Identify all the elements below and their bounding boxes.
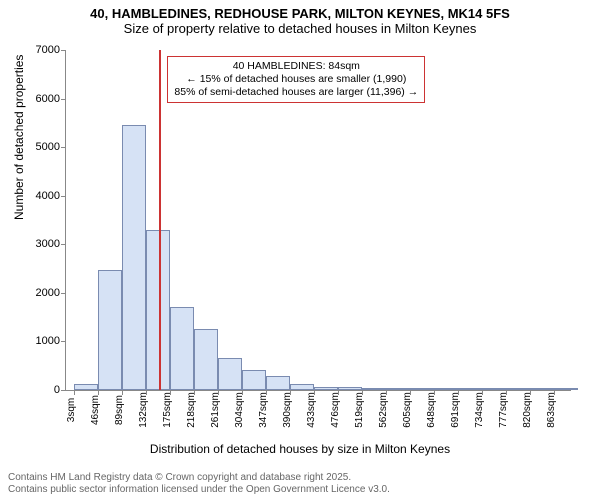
- histogram-bar: [170, 307, 194, 390]
- property-marker-line: [159, 50, 161, 390]
- histogram-bar: [290, 384, 314, 390]
- y-tick-mark: [61, 293, 66, 294]
- y-tick-mark: [61, 99, 66, 100]
- x-tick-label: 46sqm: [90, 395, 101, 425]
- x-tick-label: 648sqm: [426, 392, 437, 428]
- annotation-box: 40 HAMBLEDINES: 84sqm← 15% of detached h…: [167, 56, 425, 103]
- histogram-bar: [74, 384, 98, 390]
- annotation-line: 85% of semi-detached houses are larger (…: [174, 86, 418, 99]
- footer-line-1: Contains HM Land Registry data © Crown c…: [8, 472, 390, 484]
- x-tick-label: 304sqm: [234, 392, 245, 428]
- histogram-bar: [314, 387, 338, 390]
- x-axis-label: Distribution of detached houses by size …: [0, 442, 600, 456]
- x-tick-label: 476sqm: [330, 392, 341, 428]
- histogram-bar: [434, 388, 458, 390]
- histogram-bar: [458, 388, 482, 390]
- annotation-line: ← 15% of detached houses are smaller (1,…: [174, 73, 418, 86]
- x-tick-label: 777sqm: [498, 392, 509, 428]
- y-tick-mark: [61, 390, 66, 391]
- x-tick-label: 691sqm: [450, 392, 461, 428]
- annotation-line: 40 HAMBLEDINES: 84sqm: [174, 60, 418, 73]
- histogram-bar: [386, 388, 410, 390]
- histogram-bar: [98, 270, 122, 390]
- x-tick-label: 261sqm: [210, 392, 221, 428]
- x-tick-label: 175sqm: [162, 392, 173, 428]
- histogram-bar: [506, 388, 530, 390]
- x-tick-label: 89sqm: [114, 395, 125, 425]
- y-tick-mark: [61, 341, 66, 342]
- x-tick-label: 820sqm: [522, 392, 533, 428]
- footer-line-2: Contains public sector information licen…: [8, 484, 390, 496]
- histogram-bar: [362, 388, 386, 390]
- histogram-bar: [410, 388, 434, 390]
- y-axis-label: Number of detached properties: [12, 55, 26, 220]
- x-tick-label: 734sqm: [474, 392, 485, 428]
- histogram-bar: [194, 329, 218, 390]
- footer-attribution: Contains HM Land Registry data © Crown c…: [8, 472, 390, 496]
- histogram-bar: [338, 387, 362, 390]
- x-tick-label: 218sqm: [186, 392, 197, 428]
- x-tick-label: 347sqm: [258, 392, 269, 428]
- y-tick-mark: [61, 196, 66, 197]
- x-tick-label: 390sqm: [282, 392, 293, 428]
- histogram-bar: [482, 388, 506, 390]
- chart-title-desc: Size of property relative to detached ho…: [0, 21, 600, 40]
- x-tick-label: 605sqm: [402, 392, 413, 428]
- histogram-bar: [266, 376, 290, 390]
- y-tick-mark: [61, 147, 66, 148]
- x-tick-label: 562sqm: [378, 392, 389, 428]
- histogram-bar: [218, 358, 242, 390]
- x-tick-label: 863sqm: [546, 392, 557, 428]
- x-tick-mark: [74, 390, 75, 395]
- histogram-bar: [554, 388, 578, 390]
- x-tick-label: 3sqm: [66, 398, 77, 422]
- histogram-bar: [530, 388, 554, 390]
- x-tick-label: 132sqm: [138, 392, 149, 428]
- y-tick-mark: [61, 244, 66, 245]
- histogram-bar: [122, 125, 146, 390]
- x-tick-label: 433sqm: [306, 392, 317, 428]
- histogram-bar: [146, 230, 170, 390]
- x-tick-label: 519sqm: [354, 392, 365, 428]
- y-tick-mark: [61, 50, 66, 51]
- chart-title-address: 40, HAMBLEDINES, REDHOUSE PARK, MILTON K…: [0, 0, 600, 21]
- chart-plot-area: 010002000300040005000600070003sqm46sqm89…: [65, 50, 571, 391]
- histogram-bar: [242, 370, 266, 390]
